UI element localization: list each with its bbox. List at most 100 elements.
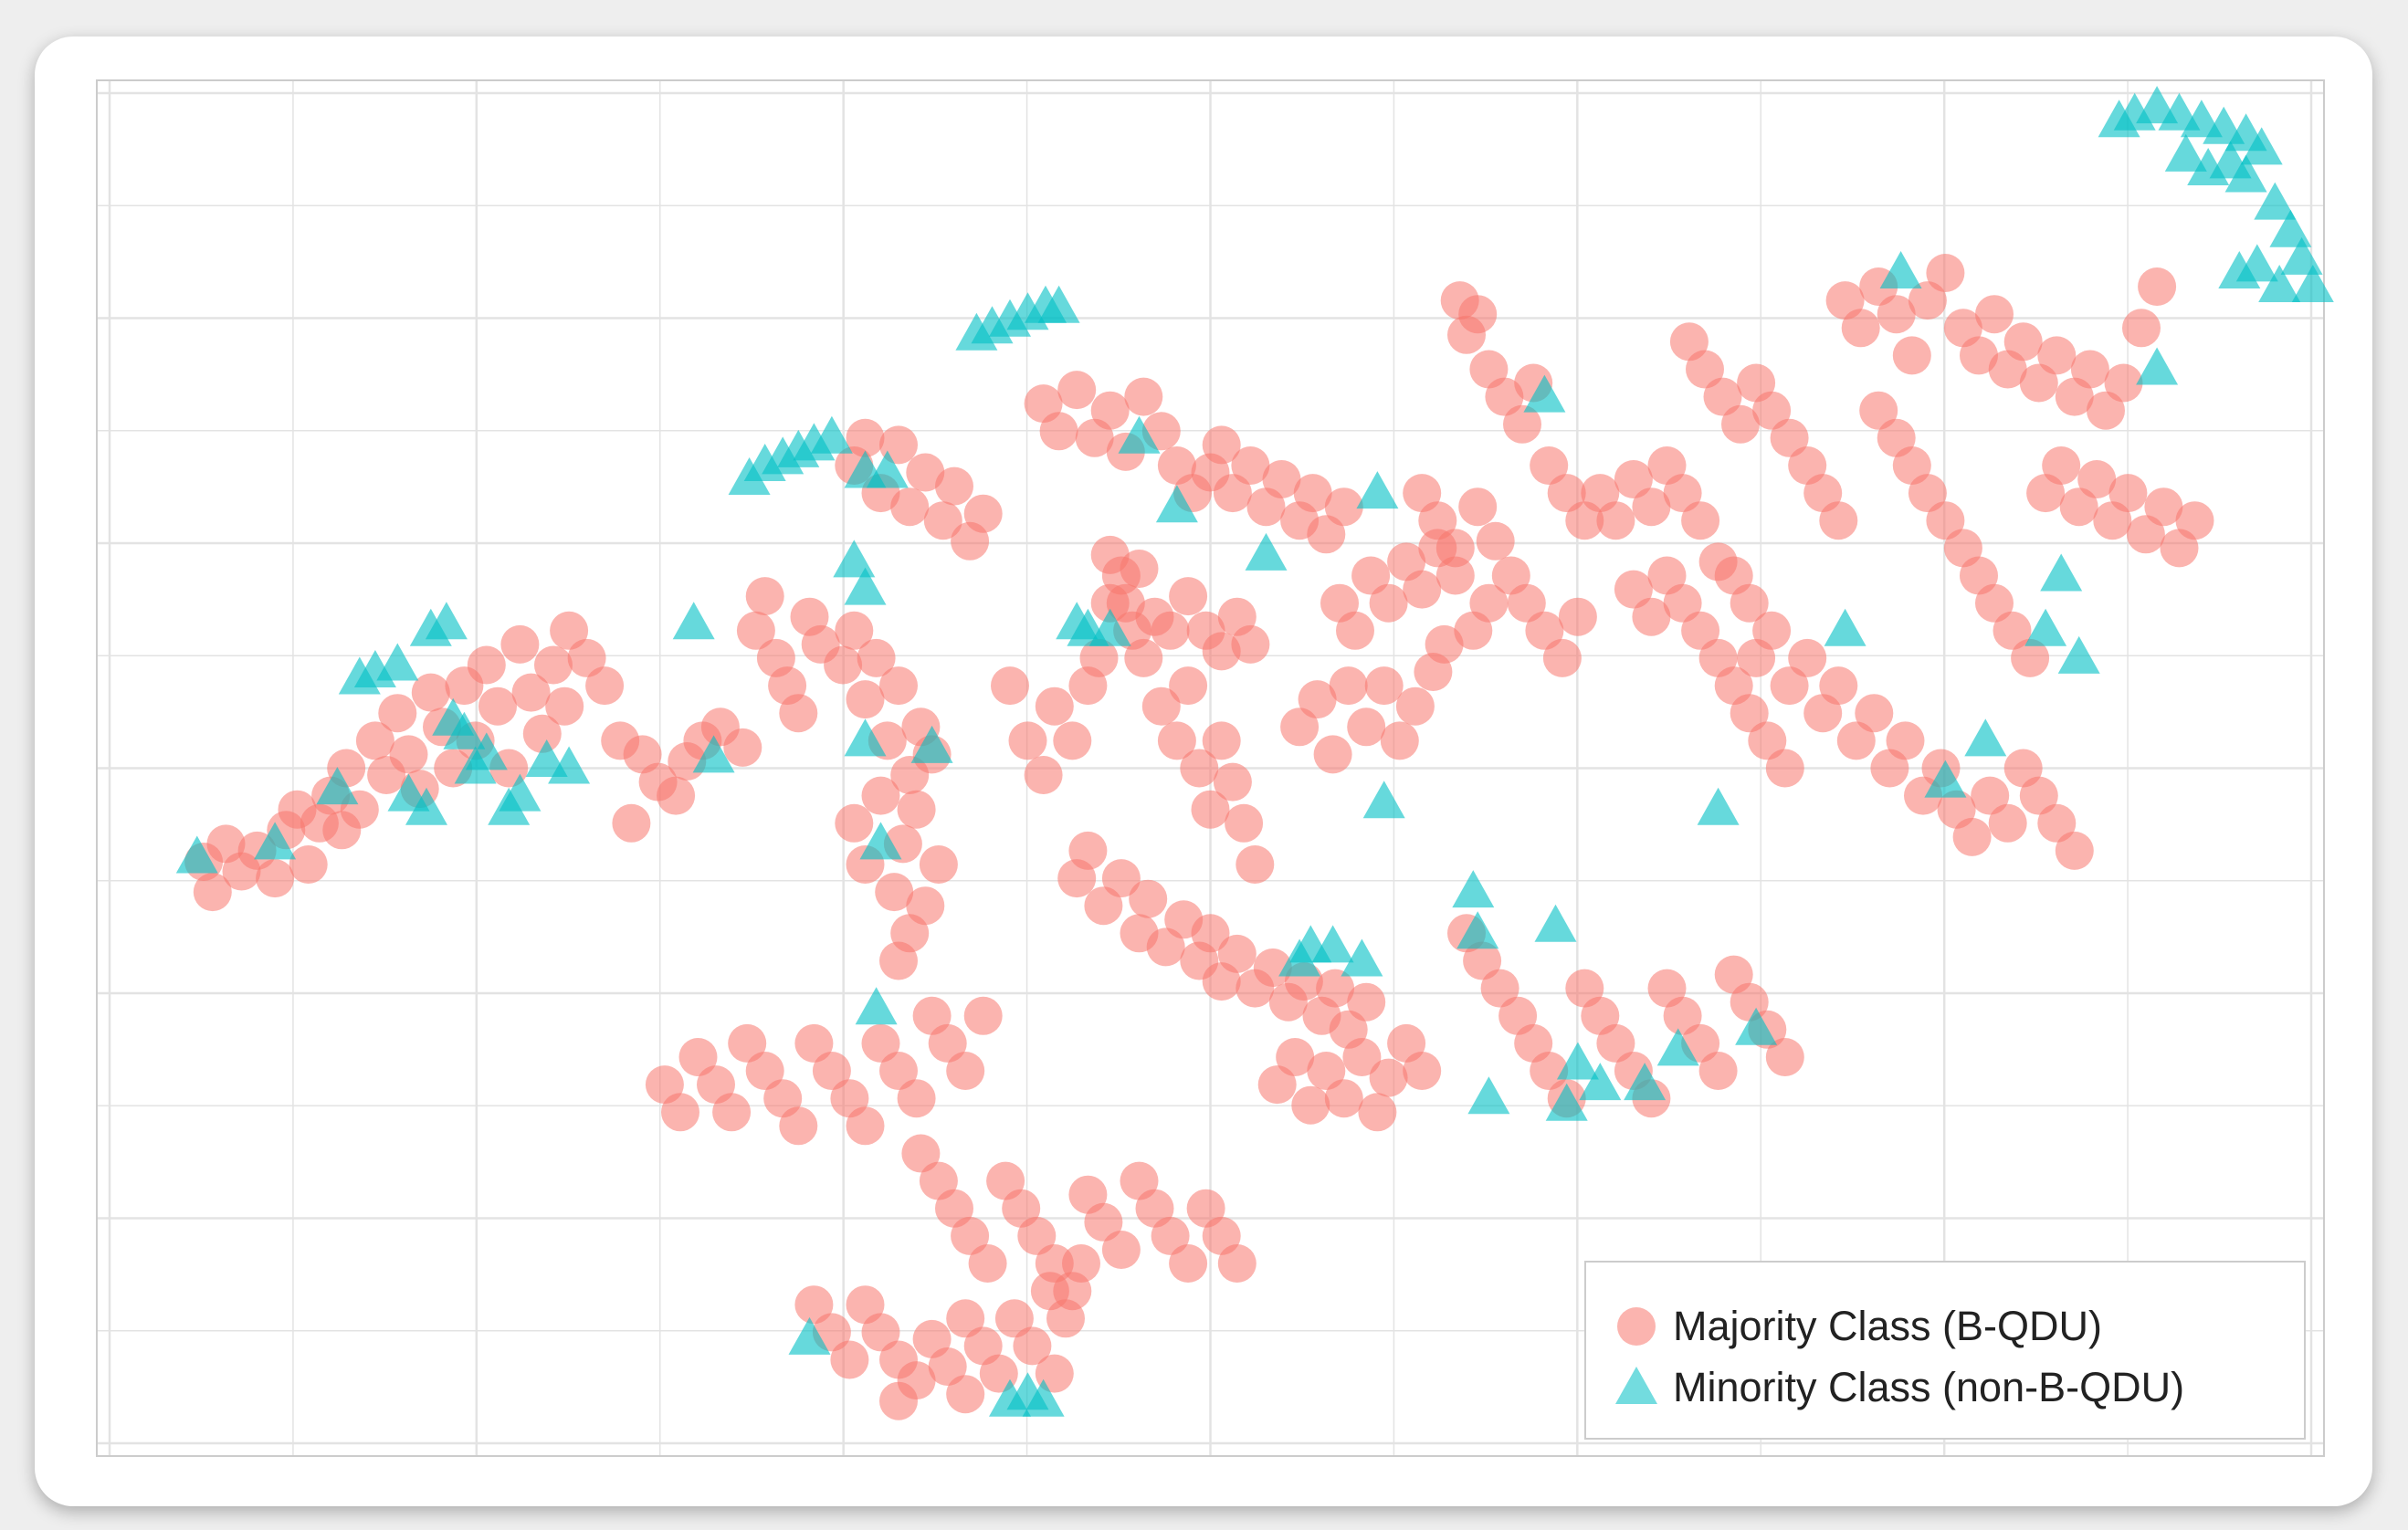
majority-point <box>1090 535 1130 574</box>
majority-point <box>1169 577 1208 616</box>
majority-point <box>1202 632 1241 671</box>
minority-point <box>2254 182 2297 220</box>
minority-point <box>1022 1378 1065 1417</box>
majority-point <box>1403 1052 1442 1090</box>
majority-point <box>2037 336 2077 375</box>
majority-point <box>1632 597 1671 636</box>
majority-point <box>1632 487 1671 527</box>
majority-point <box>1231 624 1270 664</box>
majority-point <box>1380 721 1419 760</box>
majority-point <box>835 803 874 843</box>
majority-point <box>1730 694 1769 733</box>
majority-point <box>1291 1085 1330 1125</box>
minority-point <box>1456 911 1499 949</box>
majority-point <box>861 1023 900 1063</box>
majority-point <box>1347 707 1386 747</box>
majority-point <box>1530 1052 1569 1090</box>
majority-point <box>1191 914 1230 953</box>
majority-point <box>2122 309 2161 348</box>
majority-point <box>1663 996 1702 1035</box>
majority-point <box>1480 969 1519 1008</box>
majority-point <box>928 1023 967 1063</box>
minority-point <box>692 735 735 773</box>
majority-point <box>1046 1299 1085 1338</box>
majority-point <box>1053 721 1092 760</box>
majority-point <box>1547 474 1586 513</box>
majority-point <box>378 694 417 733</box>
minority-point <box>1545 1083 1588 1121</box>
minority-point <box>1037 285 1080 323</box>
majority-point <box>2055 831 2094 870</box>
majority-point <box>963 494 1003 533</box>
majority-point <box>951 1216 990 1255</box>
majority-point <box>963 996 1003 1035</box>
majority-point <box>1039 412 1078 451</box>
majority-point <box>723 728 762 767</box>
majority-point <box>411 673 450 712</box>
majority-point <box>846 680 885 719</box>
majority-point <box>1765 1038 1804 1076</box>
majority-point <box>1124 377 1163 416</box>
majority-point <box>824 645 863 685</box>
legend-majority-label: Majority Class (B-QDU) <box>1673 1303 2102 1349</box>
majority-point <box>1017 1216 1057 1255</box>
minority-point <box>2040 553 2083 592</box>
majority-point <box>1008 721 1047 760</box>
majority-point <box>1324 1079 1363 1118</box>
majority-point <box>256 859 295 898</box>
majority-point <box>846 1106 885 1146</box>
majority-point <box>1202 721 1241 760</box>
minority-point <box>465 732 508 770</box>
majority-point <box>794 1023 834 1063</box>
majority-point <box>901 1134 941 1173</box>
majority-point <box>879 666 918 706</box>
minority-point <box>1556 1042 1599 1080</box>
majority-point <box>991 666 1029 706</box>
majority-point <box>1231 446 1270 485</box>
majority-point <box>1151 1216 1190 1255</box>
minority-point <box>859 822 902 860</box>
majority-point <box>1418 501 1457 540</box>
majority-point <box>1169 666 1208 706</box>
majority-point <box>1257 1065 1297 1105</box>
majority-point <box>1698 1052 1738 1090</box>
majority-point <box>193 873 232 912</box>
majority-series <box>184 254 2214 1420</box>
majority-point <box>728 1023 767 1063</box>
majority-point <box>661 1093 699 1132</box>
majority-point <box>897 790 936 829</box>
majority-point <box>830 1340 869 1379</box>
majority-point <box>1013 1326 1052 1366</box>
majority-point <box>1960 336 1998 375</box>
majority-point <box>1752 611 1792 650</box>
majority-point <box>1329 666 1368 706</box>
majority-point <box>1788 638 1827 677</box>
minority-series <box>175 86 2334 1417</box>
majority-point <box>2077 460 2117 498</box>
minority-point <box>1697 787 1740 825</box>
majority-point <box>1141 686 1181 726</box>
majority-point <box>1558 597 1597 636</box>
minority-point <box>1624 1063 1667 1101</box>
majority-point <box>1859 391 1898 430</box>
majority-point <box>1298 680 1337 719</box>
majority-point <box>612 803 651 843</box>
minority-point <box>254 822 297 860</box>
majority-point <box>946 1375 985 1414</box>
majority-point <box>1841 309 1880 348</box>
legend-box <box>1584 1261 2306 1440</box>
majority-point <box>1765 749 1804 788</box>
majority-point <box>545 686 584 726</box>
minority-point <box>855 987 898 1025</box>
majority-point <box>1313 735 1352 774</box>
minority-point <box>405 787 447 825</box>
minority-point <box>175 835 218 874</box>
majority-point <box>289 845 328 884</box>
majority-point <box>1975 583 2014 623</box>
majority-point <box>1101 1231 1141 1269</box>
minority-point <box>2136 347 2179 385</box>
majority-point <box>1120 550 1159 588</box>
minority-point <box>2258 265 2301 302</box>
majority-point <box>1770 666 1809 706</box>
